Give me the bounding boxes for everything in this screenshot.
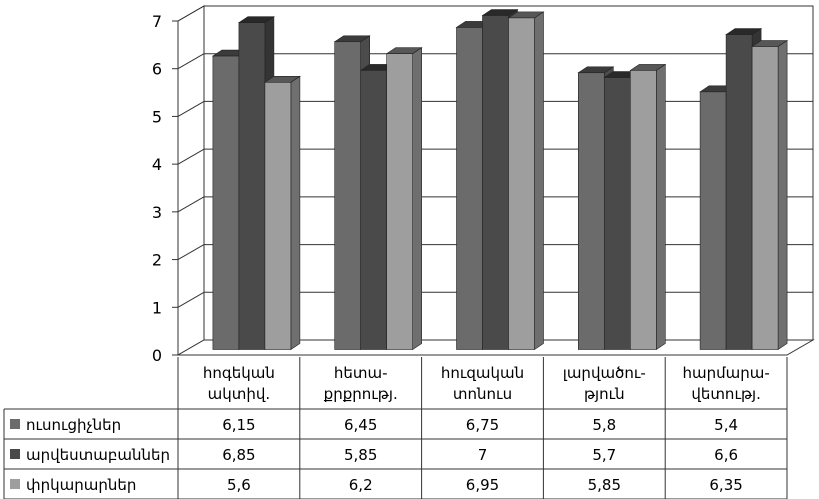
bar-side	[290, 75, 301, 351]
bar-front	[482, 15, 509, 350]
bar-front	[334, 41, 362, 350]
y-tick-label: 1	[152, 298, 162, 317]
bar	[263, 75, 301, 351]
y-tick-label: 4	[152, 155, 162, 174]
category-label: ակտիվ.	[208, 385, 271, 403]
bar-front	[264, 82, 292, 350]
gridline	[177, 244, 205, 261]
bar-side	[777, 39, 788, 351]
series-name: արվեստաբաններ	[26, 446, 170, 464]
category-label: հոգեկան	[203, 364, 275, 382]
series-name: ուսուցիչներ	[26, 416, 121, 434]
data-label: 6,45	[344, 416, 377, 434]
bar-front	[751, 46, 779, 350]
y-tick-label: 7	[152, 12, 162, 31]
bar-front	[725, 34, 753, 350]
y-tick-label: 2	[152, 251, 162, 270]
data-label: 6,6	[714, 446, 738, 464]
data-label: 5,85	[344, 446, 377, 464]
data-label: 5,6	[227, 476, 251, 494]
y-axis: 0 1 2 3 4 5 6 7	[152, 12, 179, 365]
bar-front	[360, 70, 388, 350]
category-label: տոնուս	[453, 385, 512, 403]
gridline	[177, 5, 205, 22]
gridline	[177, 100, 205, 117]
bar	[507, 11, 545, 351]
bar	[751, 39, 789, 351]
data-label: 7	[478, 446, 488, 464]
gridline	[177, 291, 205, 308]
data-label: 6,15	[222, 416, 255, 434]
y-tick-label: 6	[152, 60, 162, 79]
bar-front	[603, 77, 631, 350]
bar-front	[699, 91, 727, 350]
legend-swatch	[10, 419, 20, 429]
data-label: 6,35	[709, 476, 742, 494]
category-label: թյուն	[584, 385, 625, 403]
category-label: լարվածու-	[563, 364, 646, 382]
bar-side	[534, 11, 544, 351]
bar-front	[456, 27, 483, 350]
data-table: հոգեկան ակտիվ. հետա-քրքրությ. հուզական տոնու…	[3, 357, 788, 499]
bar-front	[212, 55, 240, 350]
gridline	[177, 196, 205, 213]
legend-swatch	[10, 479, 20, 489]
bar-front	[508, 17, 535, 350]
data-label: 5,7	[592, 446, 616, 464]
series-name: փրկարարներ	[26, 476, 136, 494]
data-label: 6,95	[466, 476, 499, 494]
data-label: 5,85	[588, 476, 621, 494]
bar-side	[655, 63, 666, 351]
bar	[629, 63, 667, 351]
bar-front	[386, 53, 414, 350]
data-label: 5,8	[592, 416, 616, 434]
category-label: քրքրությ.	[324, 385, 398, 403]
gridline	[177, 53, 205, 70]
category-label: հուզական	[441, 364, 524, 382]
side-wall	[177, 5, 205, 356]
bar-front	[238, 22, 266, 350]
data-label: 6,85	[222, 446, 255, 464]
y-tick-label: 5	[152, 107, 162, 126]
category-label: հարմարա-	[682, 364, 769, 382]
y-tick-label: 3	[152, 203, 162, 222]
bar-series	[211, 8, 789, 351]
category-label: վետությ.	[691, 385, 761, 403]
category-label: հետա-	[334, 364, 388, 382]
data-label: 5,4	[714, 416, 738, 434]
data-label: 6,75	[466, 416, 499, 434]
gridline	[177, 148, 205, 165]
legend-swatch	[10, 449, 20, 459]
data-label: 6,2	[349, 476, 373, 494]
bar	[385, 47, 423, 351]
bar-side	[412, 47, 423, 351]
bar-front	[577, 72, 605, 350]
y-tick-label: 0	[152, 346, 162, 365]
bar-front	[629, 70, 657, 350]
